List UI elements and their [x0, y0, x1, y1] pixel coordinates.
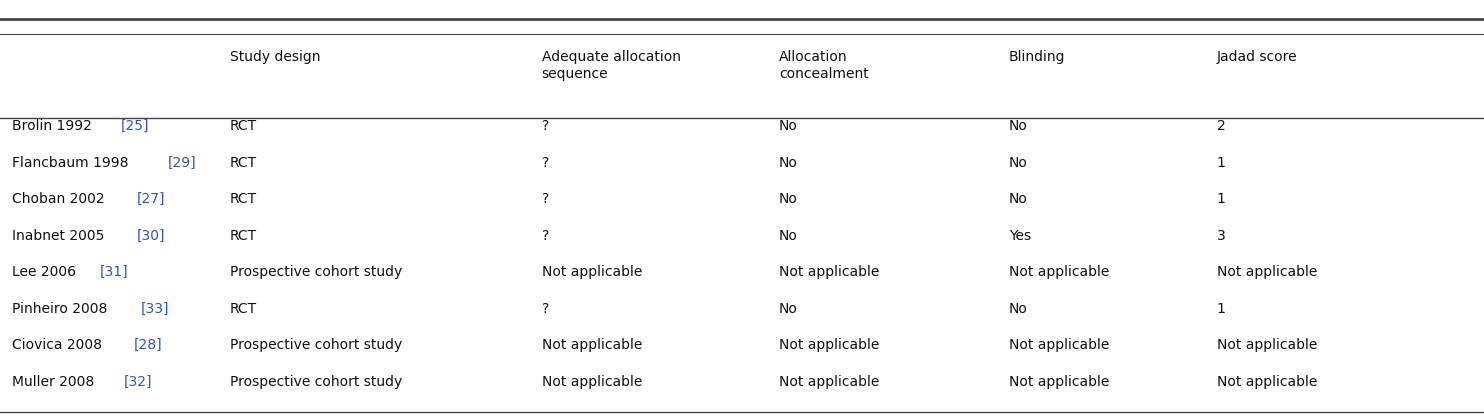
Text: Blinding: Blinding	[1009, 50, 1066, 64]
Text: ?: ?	[542, 302, 549, 316]
Text: Not applicable: Not applicable	[1217, 375, 1318, 389]
Text: [28]: [28]	[134, 338, 162, 352]
Text: [27]: [27]	[137, 192, 166, 206]
Text: Not applicable: Not applicable	[779, 338, 880, 352]
Text: Flancbaum 1998: Flancbaum 1998	[12, 155, 132, 170]
Text: RCT: RCT	[230, 192, 257, 206]
Text: 1: 1	[1217, 192, 1226, 206]
Text: ?: ?	[542, 192, 549, 206]
Text: Not applicable: Not applicable	[542, 265, 643, 279]
Text: ?: ?	[542, 228, 549, 243]
Text: Prospective cohort study: Prospective cohort study	[230, 375, 402, 389]
Text: 1: 1	[1217, 155, 1226, 170]
Text: Adequate allocation
sequence: Adequate allocation sequence	[542, 50, 681, 81]
Text: [31]: [31]	[99, 265, 129, 279]
Text: Inabnet 2005: Inabnet 2005	[12, 228, 108, 243]
Text: Not applicable: Not applicable	[779, 375, 880, 389]
Text: [30]: [30]	[137, 228, 165, 243]
Text: Ciovica 2008: Ciovica 2008	[12, 338, 107, 352]
Text: RCT: RCT	[230, 302, 257, 316]
Text: No: No	[779, 155, 798, 170]
Text: Not applicable: Not applicable	[1009, 375, 1110, 389]
Text: Brolin 1992: Brolin 1992	[12, 119, 96, 133]
Text: Not applicable: Not applicable	[1009, 338, 1110, 352]
Text: Allocation
concealment: Allocation concealment	[779, 50, 868, 81]
Text: Prospective cohort study: Prospective cohort study	[230, 338, 402, 352]
Text: Yes: Yes	[1009, 228, 1031, 243]
Text: [29]: [29]	[168, 155, 196, 170]
Text: ?: ?	[542, 119, 549, 133]
Text: No: No	[779, 192, 798, 206]
Text: ?: ?	[542, 155, 549, 170]
Text: Lee 2006: Lee 2006	[12, 265, 80, 279]
Text: [32]: [32]	[123, 375, 153, 389]
Text: RCT: RCT	[230, 155, 257, 170]
Text: Pinheiro 2008: Pinheiro 2008	[12, 302, 111, 316]
Text: No: No	[779, 302, 798, 316]
Text: Not applicable: Not applicable	[1217, 338, 1318, 352]
Text: RCT: RCT	[230, 119, 257, 133]
Text: [33]: [33]	[141, 302, 169, 316]
Text: Not applicable: Not applicable	[542, 338, 643, 352]
Text: No: No	[779, 119, 798, 133]
Text: No: No	[1009, 192, 1028, 206]
Text: Jadad score: Jadad score	[1217, 50, 1297, 64]
Text: Not applicable: Not applicable	[1217, 265, 1318, 279]
Text: Study design: Study design	[230, 50, 321, 64]
Text: Prospective cohort study: Prospective cohort study	[230, 265, 402, 279]
Text: Not applicable: Not applicable	[1009, 265, 1110, 279]
Text: 2: 2	[1217, 119, 1226, 133]
Text: No: No	[1009, 155, 1028, 170]
Text: [25]: [25]	[120, 119, 148, 133]
Text: Not applicable: Not applicable	[779, 265, 880, 279]
Text: No: No	[1009, 119, 1028, 133]
Text: 1: 1	[1217, 302, 1226, 316]
Text: Muller 2008: Muller 2008	[12, 375, 98, 389]
Text: RCT: RCT	[230, 228, 257, 243]
Text: Not applicable: Not applicable	[542, 375, 643, 389]
Text: No: No	[1009, 302, 1028, 316]
Text: Choban 2002: Choban 2002	[12, 192, 108, 206]
Text: No: No	[779, 228, 798, 243]
Text: 3: 3	[1217, 228, 1226, 243]
